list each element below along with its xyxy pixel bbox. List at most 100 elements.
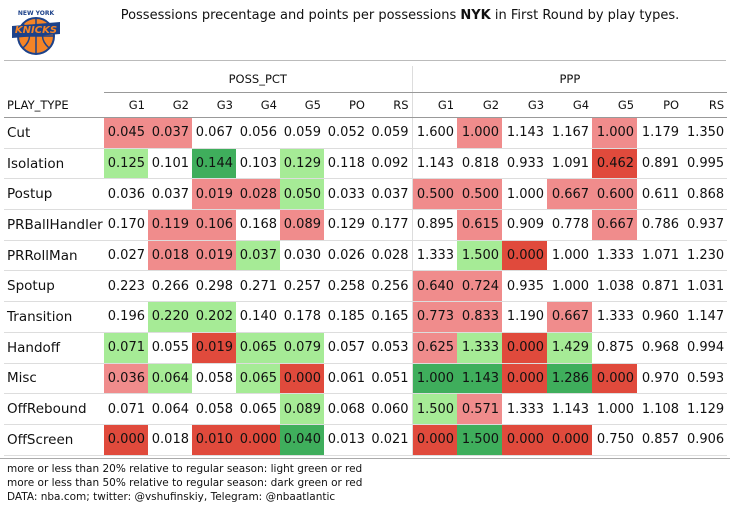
value-cell: 0.000 (502, 332, 548, 364)
value-cell: 0.593 (682, 363, 728, 395)
column-header: RS (682, 92, 728, 118)
cell-text: 1.147 (686, 309, 725, 325)
value-cell: 0.079 (280, 332, 324, 364)
cell-text: 1.031 (686, 278, 725, 294)
cell-text: 1.230 (686, 248, 725, 264)
cell-text: 0.051 (371, 370, 409, 386)
table-frame (4, 60, 726, 457)
cell-text: 1.143 (461, 370, 500, 386)
note-line: more or less than 20% relative to regula… (7, 463, 363, 475)
value-cell: 1.350 (682, 117, 728, 149)
cell-text: 1.000 (461, 125, 500, 141)
cell-text: 1.000 (551, 278, 590, 294)
table-row: OffRebound 0.071 0.064 0.058 0.065 0.089 0.068… (4, 393, 728, 425)
value-cell: 0.177 (368, 209, 413, 241)
value-cell: 1.031 (682, 270, 728, 303)
value-cell: 1.108 (637, 393, 683, 425)
column-header: PO (637, 92, 683, 118)
cell-text: 0.065 (239, 370, 277, 386)
cell-text: 0.857 (641, 432, 680, 448)
cell-text: 0.030 (283, 248, 321, 264)
value-cell: 0.125 (104, 148, 148, 180)
column-label: RS (708, 98, 725, 112)
cell-text: 0.970 (641, 370, 680, 386)
value-cell: 0.018 (148, 240, 192, 272)
value-cell: 0.000 (547, 424, 593, 456)
value-cell: 1.333 (502, 393, 548, 425)
column-header: G1 (411, 92, 458, 118)
cell-text: Cut (7, 124, 31, 141)
cell-text: 0.033 (327, 186, 365, 202)
cell-text: 1.091 (551, 156, 590, 172)
column-header: G3 (502, 92, 548, 118)
table-row: Cut 0.045 0.037 0.067 0.056 0.059 0.052 0.059 1.… (4, 117, 728, 149)
value-cell: 1.000 (457, 117, 503, 149)
table-head: POSS_PCT PPP PLAY_TYPE G1 G2 G3 G4 G5 PO RS G1 G2 G3… (4, 66, 728, 118)
value-cell: 0.030 (280, 240, 324, 272)
cell-text: 0.778 (551, 217, 590, 233)
value-cell: 0.026 (324, 240, 368, 272)
cell-text: 0.013 (327, 432, 365, 448)
table-row: Transition 0.196 0.220 0.202 0.140 0.178 0.185… (4, 301, 728, 333)
notes: more or less than 20% relative to regula… (7, 462, 362, 504)
logo-text: KNICKS (15, 25, 57, 36)
cell-text: 0.140 (239, 309, 277, 325)
column-label: G4 (260, 98, 277, 112)
column-header: RS (368, 92, 413, 118)
cell-text: 0.019 (195, 340, 233, 356)
table-row: Handoff 0.071 0.055 0.019 0.065 0.079 0.057 0.0… (4, 332, 728, 364)
cell-text: 0.615 (461, 217, 500, 233)
cell-text: 0.060 (371, 401, 409, 417)
value-cell: 0.061 (324, 363, 368, 395)
value-cell: 0.168 (236, 209, 280, 241)
value-cell: 0.028 (236, 178, 280, 211)
cell-text: 1.333 (596, 309, 635, 325)
cell-text: 0.000 (283, 370, 321, 386)
value-cell: 0.019 (192, 332, 236, 364)
cell-text: Isolation (7, 155, 65, 172)
value-cell: 0.640 (411, 270, 458, 303)
table-row: Isolation 0.125 0.101 0.144 0.103 0.129 0.118 0… (4, 148, 728, 180)
cell-text: 0.028 (371, 248, 409, 264)
value-cell: 1.500 (457, 240, 503, 272)
cell-text: 1.500 (416, 401, 455, 417)
group-spacer (4, 66, 104, 93)
column-label: PO (663, 98, 680, 112)
cell-text: 0.000 (506, 370, 545, 386)
value-cell: 0.298 (192, 270, 236, 303)
value-cell: 0.019 (192, 240, 236, 272)
cell-text: 0.968 (641, 340, 680, 356)
value-cell: 0.258 (324, 270, 368, 303)
value-cell: 1.091 (547, 148, 593, 180)
cell-text: 0.871 (641, 278, 680, 294)
value-cell: 0.021 (368, 424, 413, 456)
value-cell: 0.960 (637, 301, 683, 333)
cell-text: 0.170 (107, 217, 145, 233)
value-cell: 0.933 (502, 148, 548, 180)
cell-text: 0.050 (283, 186, 321, 202)
play-type: PRBallHandler (4, 209, 104, 241)
value-cell: 0.144 (192, 148, 236, 180)
cell-text: 0.165 (371, 309, 409, 325)
cell-text: Misc (7, 370, 37, 387)
cell-text: 0.933 (506, 156, 545, 172)
value-cell: 0.871 (637, 270, 683, 303)
cell-text: 0.129 (283, 156, 321, 172)
cell-text: 0.178 (283, 309, 321, 325)
value-cell: 1.143 (502, 117, 548, 149)
group-label: POSS_PCT (228, 72, 287, 86)
cell-text: 0.064 (151, 370, 189, 386)
value-cell: 0.050 (280, 178, 324, 211)
value-cell: 0.058 (192, 393, 236, 425)
value-cell: 0.857 (637, 424, 683, 456)
cell-text: 0.640 (416, 278, 455, 294)
value-cell: 0.056 (236, 117, 280, 149)
value-cell: 0.202 (192, 301, 236, 333)
value-cell: 0.037 (236, 240, 280, 272)
column-label: G5 (304, 98, 321, 112)
cell-text: 1.350 (686, 125, 725, 141)
cell-text: 0.079 (283, 340, 321, 356)
cell-text: 0.935 (506, 278, 545, 294)
cell-text: 0.196 (107, 309, 145, 325)
cell-text: 1.000 (506, 186, 545, 202)
